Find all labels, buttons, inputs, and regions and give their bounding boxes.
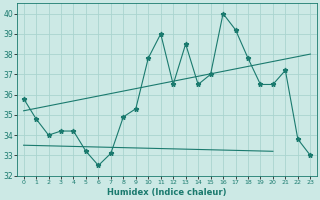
X-axis label: Humidex (Indice chaleur): Humidex (Indice chaleur) [107,188,227,197]
